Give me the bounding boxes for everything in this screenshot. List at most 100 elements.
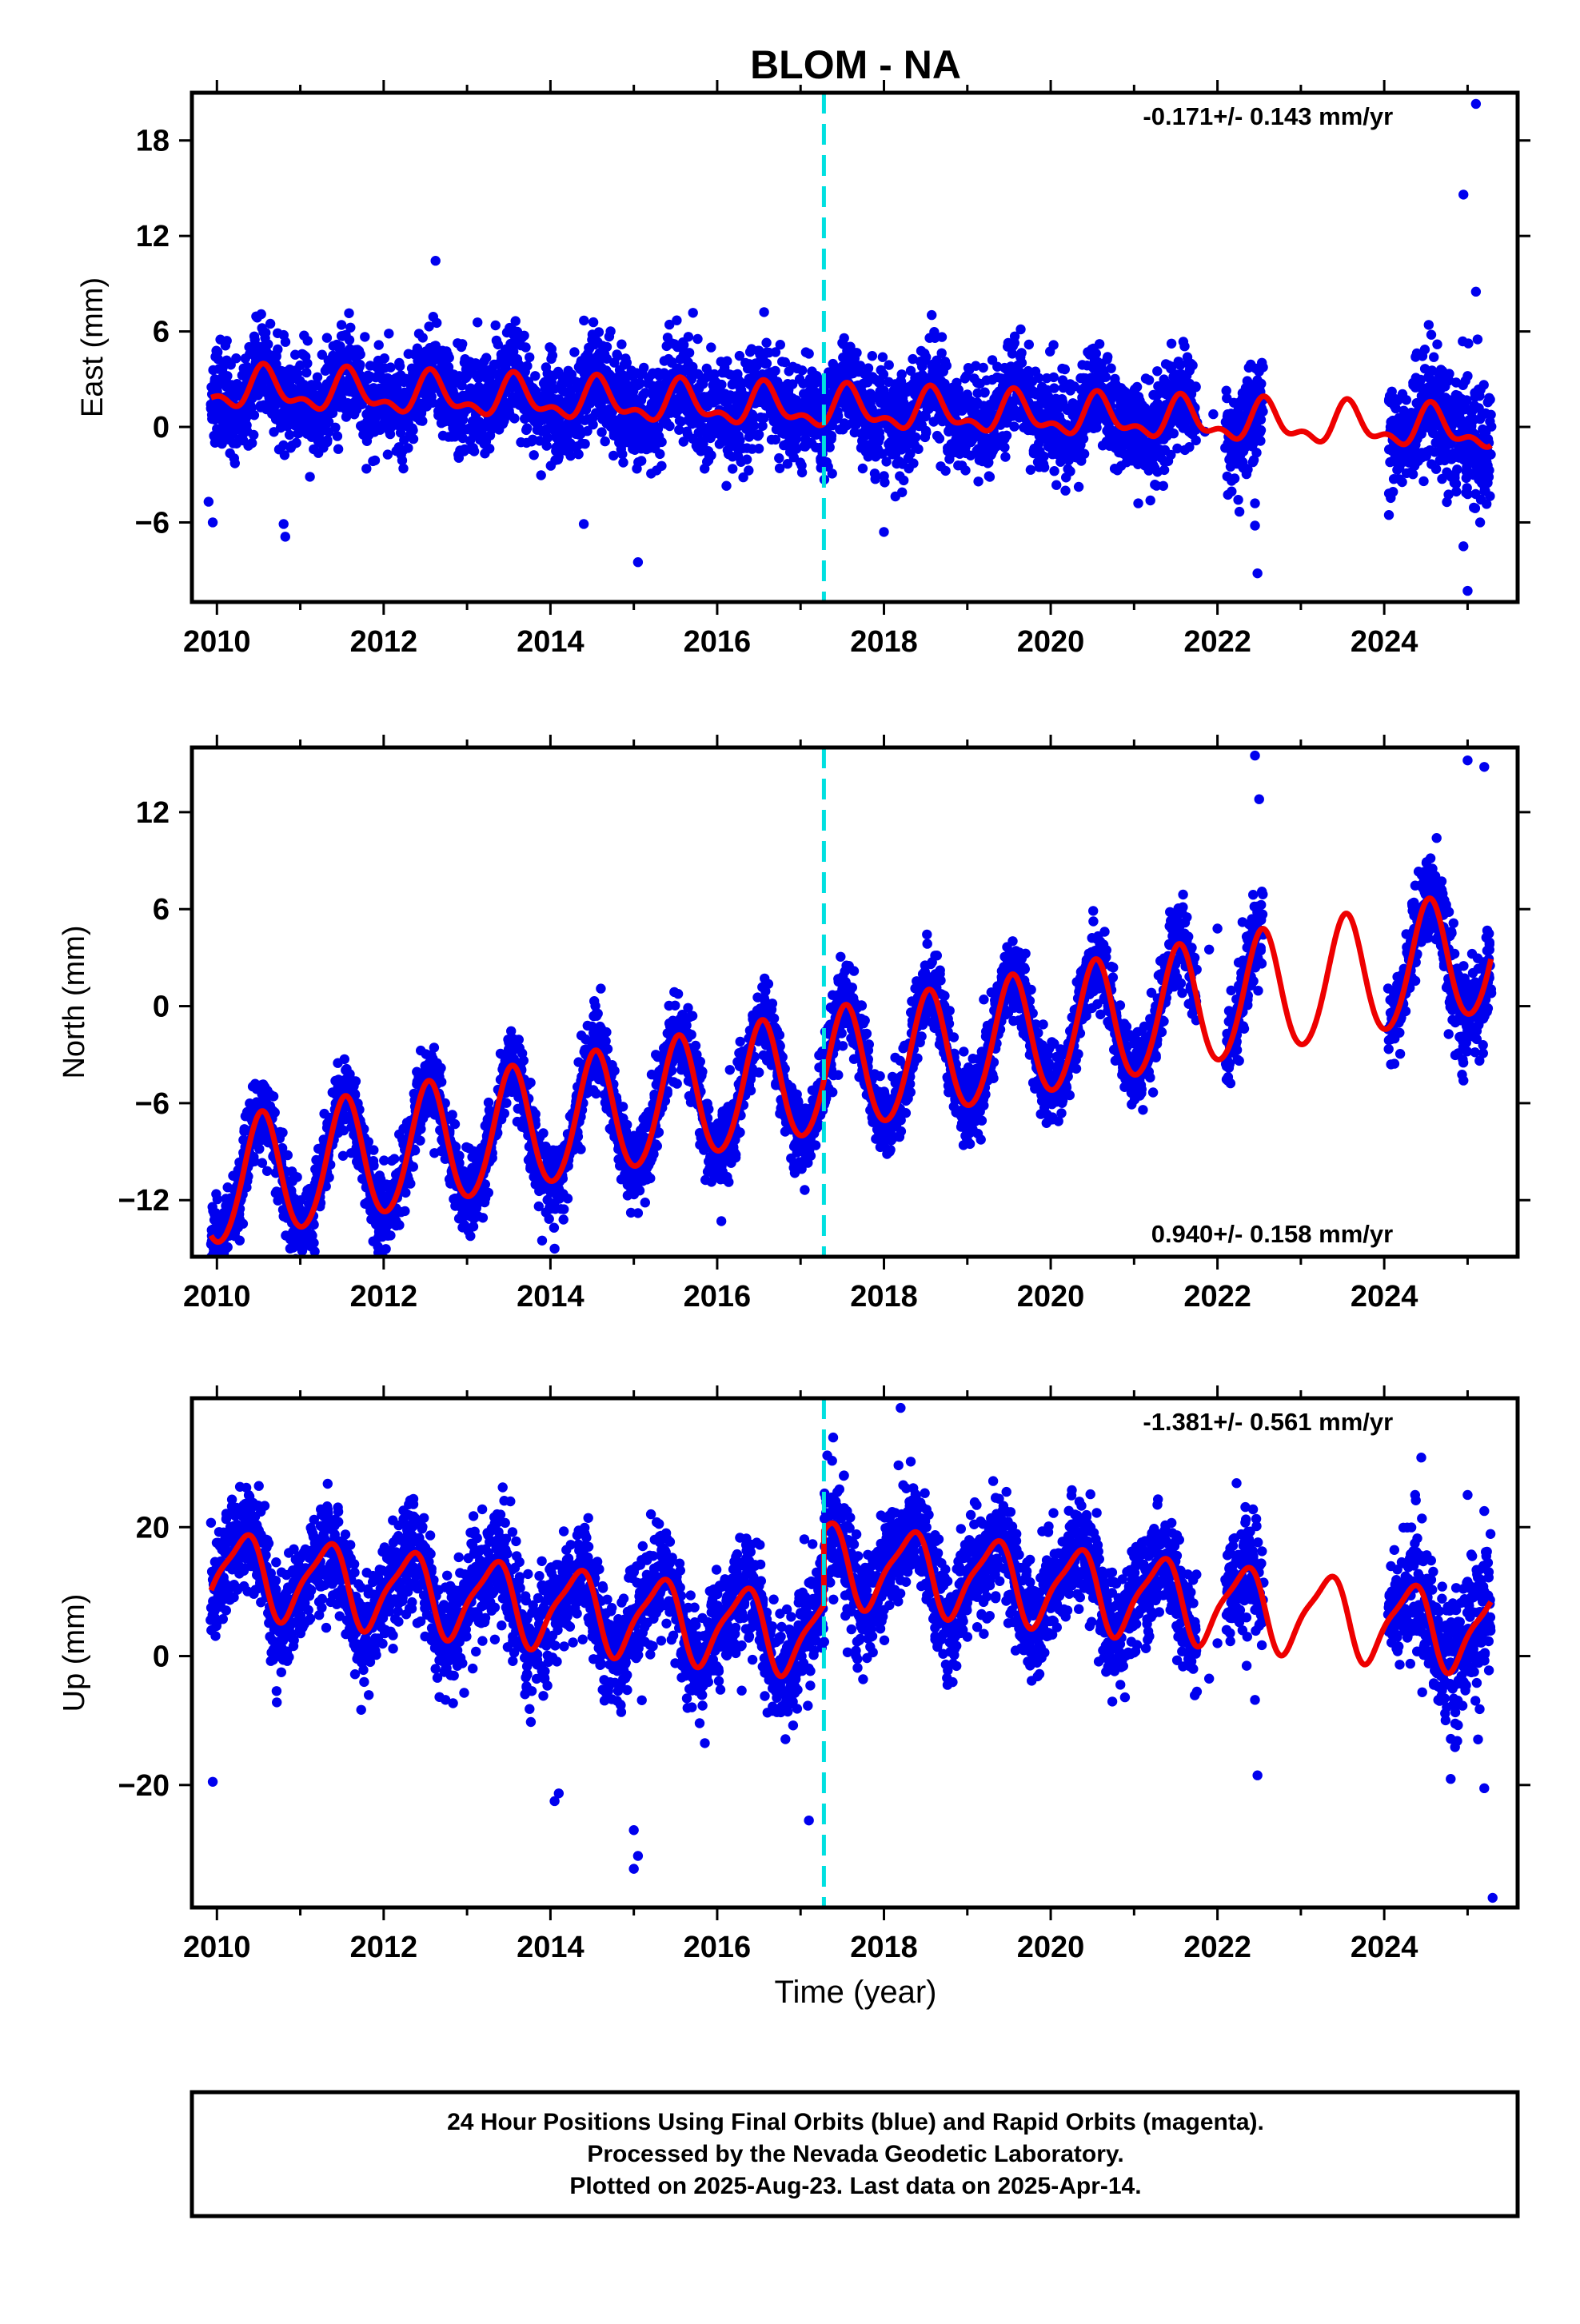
data-point	[283, 1150, 293, 1160]
data-point	[409, 434, 418, 444]
data-point	[1388, 487, 1398, 496]
data-point	[721, 481, 731, 491]
data-point	[238, 1219, 248, 1229]
data-point	[403, 443, 413, 452]
data-point	[1420, 345, 1430, 354]
outlier-point	[279, 519, 289, 528]
data-point	[1079, 434, 1088, 444]
data-point	[322, 437, 332, 447]
data-point	[797, 468, 807, 477]
data-point	[1101, 373, 1111, 382]
data-point	[716, 380, 726, 389]
data-point	[1187, 361, 1197, 370]
data-point	[265, 319, 275, 329]
data-point	[1252, 568, 1262, 578]
data-point	[1159, 481, 1168, 491]
data-point	[1479, 380, 1489, 389]
data-point	[522, 361, 532, 371]
data-point	[937, 332, 947, 341]
data-point	[1039, 462, 1049, 472]
data-point	[639, 363, 648, 373]
data-point	[537, 470, 546, 480]
data-point	[942, 361, 952, 370]
data-point	[1026, 465, 1035, 475]
data-point	[261, 328, 270, 337]
data-point	[398, 464, 408, 473]
outlier-point	[988, 355, 997, 365]
data-point	[1432, 340, 1442, 349]
data-point	[1049, 373, 1059, 382]
data-point	[921, 428, 931, 437]
data-point	[330, 423, 340, 433]
data-point	[1208, 409, 1218, 419]
data-point	[1248, 457, 1258, 467]
data-point	[295, 1271, 305, 1281]
data-point	[1000, 452, 1010, 461]
data-point	[573, 449, 583, 459]
data-point	[706, 342, 716, 352]
data-point	[600, 436, 610, 446]
data-point	[1051, 480, 1061, 490]
data-point	[636, 456, 646, 465]
data-point	[374, 340, 384, 349]
data-point	[1485, 491, 1494, 500]
data-point	[759, 307, 768, 317]
data-point	[1169, 429, 1179, 438]
data-point	[596, 427, 606, 436]
data-point	[688, 308, 698, 317]
data-point	[1431, 464, 1441, 474]
data-point	[213, 1194, 222, 1204]
data-point	[1256, 415, 1266, 425]
data-point	[858, 464, 868, 473]
data-point	[542, 440, 552, 450]
data-point	[899, 476, 908, 485]
data-point	[999, 442, 1009, 452]
data-point	[224, 1261, 233, 1270]
data-point	[360, 332, 369, 341]
data-point	[322, 333, 332, 342]
data-point	[235, 1236, 245, 1246]
data-point	[828, 468, 837, 478]
data-point	[445, 353, 454, 362]
data-point	[1452, 464, 1462, 474]
data-point	[985, 472, 995, 481]
data-point	[692, 334, 702, 344]
x-tick-label: 2012	[350, 625, 418, 659]
data-point	[797, 365, 807, 375]
data-point	[656, 437, 666, 447]
data-point	[960, 465, 970, 475]
data-point	[871, 474, 880, 484]
data-point	[1256, 425, 1266, 435]
outlier-point	[579, 519, 589, 528]
data-point	[222, 371, 232, 381]
data-point	[840, 333, 849, 343]
data-point	[291, 438, 301, 448]
data-point	[1227, 487, 1236, 496]
data-point	[333, 444, 343, 454]
data-points	[204, 99, 1497, 596]
data-point	[485, 444, 494, 453]
x-tick-label: 2022	[1183, 625, 1251, 659]
data-point	[618, 457, 628, 467]
data-point	[263, 339, 273, 349]
data-point	[897, 369, 907, 379]
data-point	[744, 465, 753, 475]
data-point	[911, 433, 920, 442]
data-point	[616, 340, 626, 349]
data-point	[222, 336, 232, 345]
data-point	[345, 335, 354, 345]
data-point	[385, 362, 395, 372]
data-point	[521, 342, 530, 352]
data-point	[1179, 341, 1189, 351]
data-point	[273, 345, 282, 354]
data-point	[257, 309, 266, 319]
data-point	[356, 349, 365, 359]
data-point	[395, 361, 405, 371]
data-point	[1424, 320, 1434, 329]
outlier-point	[1473, 334, 1482, 344]
outlier-point	[1462, 371, 1472, 381]
data-point	[770, 366, 780, 376]
data-point	[1016, 348, 1026, 357]
